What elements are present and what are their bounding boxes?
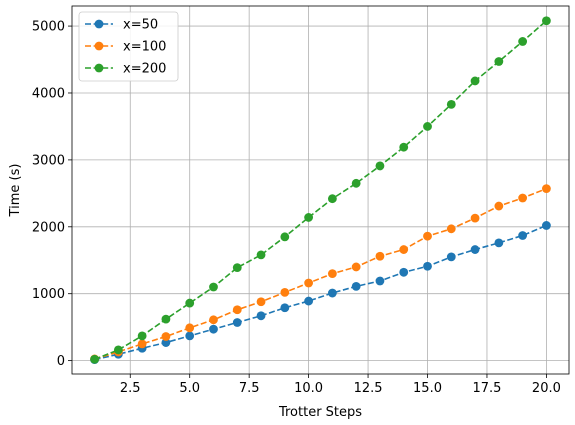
data-point [280,232,290,242]
data-point [423,122,432,131]
series-line [94,187,547,360]
data-point [518,37,528,46]
data-point [351,178,361,188]
x-axis-ticks: 2.5 5.0 7.5 10.0 12.5 15.0 17.5 20.0 [120,374,561,396]
data-point [470,245,480,254]
data-point [161,338,171,347]
data-point [423,261,432,271]
x-tick-label: 12.5 [354,381,383,396]
plot-frame [71,5,570,375]
data-point [304,278,314,288]
y-axis-ticks: 0 1000 2000 3000 4000 5000 [32,20,72,369]
data-point [399,267,409,277]
legend: x=50 x=100 x=200 [78,11,179,82]
data-point [256,311,266,321]
data-point [232,318,242,327]
y-tick-label: 2000 [32,220,65,235]
data-point [399,142,409,152]
legend-marker [94,19,104,29]
y-tick-label: 5000 [32,20,65,35]
series-lines [90,16,551,365]
data-point [542,221,551,230]
data-point [161,314,171,324]
legend-marker [94,63,104,73]
x-tick-label: 20.0 [532,381,561,396]
data-point [375,276,385,286]
data-point [518,231,528,240]
data-point [137,331,147,341]
data-point [304,213,314,222]
data-point [90,354,99,364]
data-point [327,288,337,298]
series-x=200 [90,16,551,364]
data-point [375,161,385,171]
y-axis-label: Time (s) [8,164,23,218]
data-point [232,263,242,273]
data-point [327,269,337,279]
data-point [232,305,242,315]
data-point [161,332,171,341]
legend-entry: x=100 [85,40,166,55]
data-point [470,213,480,223]
legend-entry: x=200 [85,62,166,77]
legend-label: x=100 [123,40,166,55]
data-point [375,251,385,261]
data-point [494,201,504,211]
legend-label: x=200 [123,62,166,77]
legend-box [78,11,179,82]
data-point [399,245,409,254]
data-point [494,238,504,248]
data-point [280,287,290,297]
x-tick-label: 10.0 [294,381,323,396]
data-point [185,323,195,333]
series-x=100 [90,184,551,364]
data-point [185,331,195,341]
data-point [446,99,456,109]
x-axis-label: Trotter Steps [278,405,362,420]
data-point [185,298,195,308]
data-point [446,224,456,234]
data-point [423,231,432,241]
data-point [494,57,504,66]
data-point [351,262,361,272]
data-point [209,315,218,325]
x-tick-label: 17.5 [472,381,501,396]
data-point [304,296,314,306]
data-point [542,16,551,26]
data-point [351,281,361,291]
data-point [256,250,266,260]
data-point [327,194,337,204]
legend-entry: x=50 [85,18,158,33]
series-line [94,20,547,361]
series-x=50 [90,221,551,365]
grid [72,6,569,374]
y-tick-label: 0 [57,354,65,369]
y-tick-label: 4000 [32,86,65,101]
data-point [137,339,147,349]
data-point [470,76,480,86]
series-line [94,224,547,361]
data-point [209,282,218,292]
data-point [280,303,290,313]
data-point [209,324,218,334]
data-point [256,297,266,307]
data-point [113,345,123,355]
y-tick-label: 3000 [32,153,65,168]
data-point [518,193,528,203]
x-tick-label: 5.0 [179,381,200,396]
legend-marker [94,41,104,51]
y-tick-label: 1000 [32,287,65,302]
data-point [446,252,456,262]
x-tick-label: 7.5 [239,381,260,396]
data-point [542,184,551,194]
x-tick-label: 15.0 [413,381,442,396]
legend-label: x=50 [123,18,158,33]
x-tick-label: 2.5 [120,381,141,396]
